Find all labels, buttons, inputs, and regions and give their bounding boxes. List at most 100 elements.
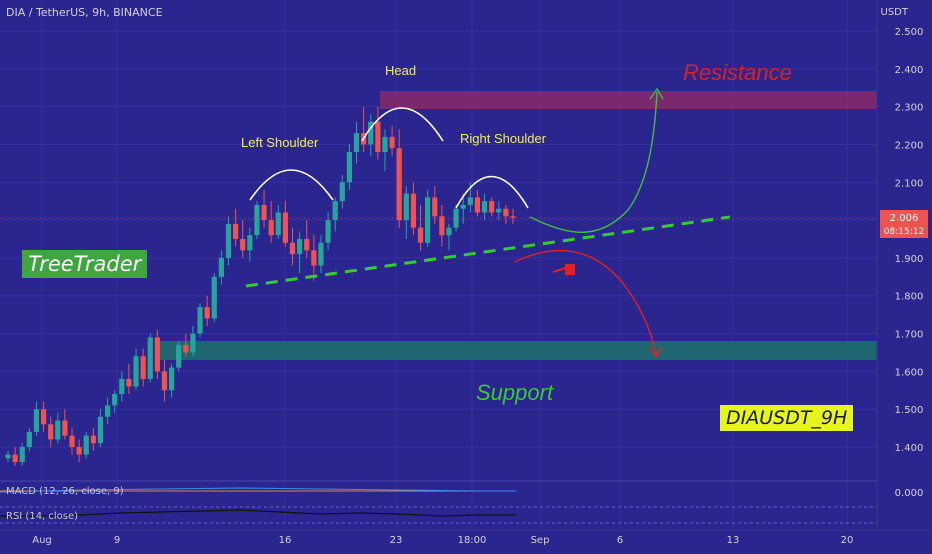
candle-body: [481, 201, 488, 213]
candle-body: [168, 367, 175, 391]
left-shoulder-label: Left Shoulder: [241, 135, 319, 150]
candle-body: [510, 216, 516, 218]
candle-body: [304, 239, 310, 251]
candle-body: [76, 447, 82, 455]
candle: [55, 412, 61, 444]
candle-body: [197, 307, 203, 334]
candle: [83, 431, 89, 459]
candle: [346, 144, 353, 190]
candle: [197, 303, 203, 338]
candle: [126, 363, 132, 395]
candle: [396, 129, 402, 228]
candle-body: [474, 197, 481, 213]
time-tick-label: Sep: [531, 535, 550, 546]
candle-body: [5, 454, 11, 459]
candle: [133, 348, 139, 391]
candle: [97, 409, 104, 447]
candle-body: [140, 356, 146, 379]
candle: [233, 208, 239, 247]
candle: [304, 220, 310, 258]
candle: [190, 325, 196, 357]
candle-body: [247, 235, 253, 251]
candle: [183, 333, 189, 357]
candle-body: [218, 257, 224, 277]
candle: [382, 129, 388, 171]
candle-body: [503, 208, 509, 217]
candle: [403, 186, 409, 239]
candle-body: [183, 344, 189, 353]
bullish-arrowhead: [649, 87, 664, 100]
candle-body: [396, 148, 402, 221]
candle-body: [112, 394, 118, 406]
candle-body: [69, 435, 75, 447]
symbol-title[interactable]: DIA / TetherUS, 9h, BINANCE: [6, 6, 163, 19]
price-axis[interactable]: 2.5002.4002.3002.2002.1002.0001.9001.800…: [895, 27, 924, 499]
candle: [496, 201, 502, 221]
candle-body: [97, 416, 104, 444]
candle-body: [62, 420, 68, 436]
candle-body: [26, 431, 32, 447]
candle-body: [403, 193, 409, 221]
candle-body: [460, 204, 466, 209]
head-arc: [361, 107, 444, 142]
candle: [311, 235, 317, 281]
candle: [353, 121, 360, 164]
head-label: Head: [385, 63, 417, 78]
macd-label[interactable]: MACD (12, 26, close, 9): [6, 486, 124, 497]
zones: [160, 91, 877, 360]
candle-body: [496, 208, 502, 213]
candle: [460, 193, 466, 224]
candle-body: [126, 378, 132, 387]
candle-body: [467, 197, 473, 205]
candle-body: [353, 133, 360, 153]
candle: [297, 231, 303, 274]
price-tick-label: 1.400: [895, 443, 924, 454]
price-tick-label: 2.100: [895, 178, 924, 189]
price-tick-label: 2.300: [895, 103, 924, 114]
price-tick-label: 2.500: [895, 27, 924, 38]
candle: [410, 182, 417, 236]
candle-body: [339, 182, 345, 202]
candle: [503, 204, 509, 224]
candle-body: [417, 227, 424, 243]
price-tick-label: 1.800: [895, 292, 924, 303]
price-tick-label: 1.700: [895, 330, 924, 341]
candle-body: [104, 405, 111, 417]
right-shoulder-label: Right Shoulder: [460, 131, 546, 146]
candle-body: [133, 356, 139, 387]
brand-badge: TreeTrader: [22, 250, 148, 278]
bearish-path: [514, 249, 657, 356]
neckline: [245, 215, 731, 288]
right-shoulder-arc: [455, 175, 529, 209]
candle-body: [432, 197, 438, 217]
rsi-label[interactable]: RSI (14, close): [6, 511, 79, 522]
price-tick-label: 1.600: [895, 367, 924, 378]
candle: [417, 204, 424, 251]
macd-signal-line: [0, 487, 516, 493]
time-axis[interactable]: Aug 9 16 23 18:00 Sep 6 13 20: [32, 535, 853, 546]
candle-body: [55, 420, 61, 440]
candle: [140, 348, 146, 387]
candle: [247, 227, 253, 262]
candle: [168, 363, 175, 398]
candle-body: [83, 435, 89, 455]
candle-body: [332, 201, 338, 221]
candle-body: [297, 239, 303, 255]
candle: [112, 390, 118, 413]
candle: [76, 439, 82, 463]
candle: [90, 428, 96, 451]
flag-mark-icon: [552, 264, 575, 275]
time-tick-label: 18:00: [458, 535, 487, 546]
candle: [361, 106, 367, 153]
candle-body: [190, 333, 196, 353]
candle-body: [33, 409, 40, 432]
candle-body: [268, 220, 274, 236]
candle: [104, 397, 111, 425]
candle: [40, 401, 47, 432]
candle: [225, 216, 232, 266]
macd-pane: [0, 480, 877, 493]
support-label: Support: [476, 380, 554, 405]
candle: [240, 220, 246, 258]
candle-body: [12, 454, 18, 463]
